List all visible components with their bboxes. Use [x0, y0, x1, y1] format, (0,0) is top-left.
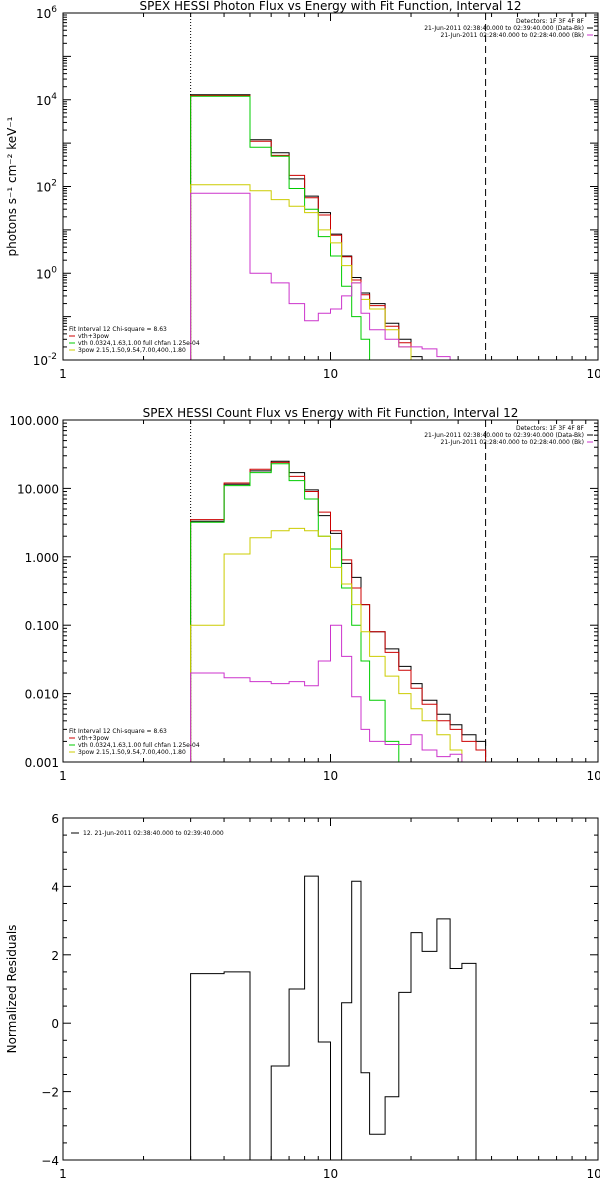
- y-tick-label: 2: [51, 949, 59, 963]
- chart-title: SPEX HESSI Photon Flux vs Energy with Fi…: [140, 0, 522, 13]
- residuals-panel: Normalized Residuals 1 10 100 −4 −2 0 2 4 6 12. 21…: [5, 812, 600, 1181]
- y-tick-label: 0.001: [25, 756, 59, 770]
- x-tick-label: 100: [587, 1167, 600, 1181]
- y-tick-label: −4: [41, 1154, 59, 1168]
- plot-frame: [62, 12, 599, 361]
- series-group: [190, 460, 487, 762]
- x-tick-label: 1: [59, 367, 67, 381]
- y-tick-label: 0.010: [25, 688, 59, 702]
- y-tick-exponent: 0: [51, 265, 57, 275]
- legend-entry: Fit Interval 12 Chi-square = 8.63: [69, 728, 167, 735]
- series-line: [190, 875, 477, 1160]
- y-tick-base: 10: [36, 267, 51, 281]
- y-tick-base: 10: [36, 7, 51, 21]
- x-tick-label: 1: [59, 769, 67, 783]
- legend-entry: 3pow 2.15,1.50,9.54,7.00,400.,1.80: [78, 347, 186, 354]
- series-group: [190, 94, 463, 360]
- count-flux-panel: SPEX HESSI Count Flux vs Energy with Fit…: [9, 406, 600, 783]
- legend-entry: 21-Jun-2011 02:28:40.000 to 02:28:40.000…: [441, 32, 584, 39]
- y-tick-label: 6: [51, 812, 59, 826]
- y-tick-label: 100.000: [9, 414, 59, 428]
- y-tick-label: 0: [51, 1017, 59, 1031]
- legend-entry: vth+3pow: [78, 333, 109, 340]
- legend-entry: Detectors: 1F 3F 4F 8F: [516, 425, 585, 432]
- legend-entry: 3pow 2.15,1.50,9.54,7.00,400.,1.80: [78, 749, 186, 756]
- y-tick-label: 104: [36, 92, 57, 108]
- chart-title: SPEX HESSI Count Flux vs Energy with Fit…: [143, 406, 519, 420]
- y-tick-exponent: -2: [48, 352, 57, 362]
- y-tick-base: 10: [33, 354, 48, 368]
- series-line: [190, 192, 463, 360]
- series-line: [190, 463, 400, 762]
- x-tick-label: 100: [587, 367, 600, 381]
- legend-entry: 21-Jun-2011 02:28:40.000 to 02:28:40.000…: [441, 439, 584, 446]
- legend-entry: vth 0.0324,1.63,1.00 full chfan 1.25e-04: [78, 742, 200, 749]
- y-tick-label: 4: [51, 880, 59, 894]
- y-tick-exponent: 2: [51, 179, 57, 189]
- y-tick-label: 1.000: [25, 551, 59, 565]
- y-tick-label: 102: [36, 179, 57, 195]
- y-tick-exponent: 6: [51, 5, 57, 15]
- legend-entry: vth 0.0324,1.63,1.00 full chfan 1.25e-04: [78, 340, 200, 347]
- series-line: [190, 624, 463, 762]
- legend-entry: vth+3pow: [78, 735, 109, 742]
- y-tick-label: −2: [41, 1086, 59, 1100]
- series-line: [190, 527, 463, 762]
- y-tick-label: 100: [36, 265, 57, 281]
- y-tick-exponent: 4: [51, 92, 57, 102]
- x-tick-label: 10: [323, 1167, 338, 1181]
- y-axis-label: photons s⁻¹ cm⁻² keV⁻¹: [5, 116, 19, 256]
- y-tick-label: 0.100: [25, 619, 59, 633]
- y-tick-base: 10: [36, 94, 51, 108]
- legend-entry: 21-Jun-2011 02:38:40.000 to 02:39:40.000…: [424, 25, 584, 32]
- x-tick-label: 10: [323, 367, 338, 381]
- y-tick-base: 10: [36, 181, 51, 195]
- x-tick-label: 1: [59, 1167, 67, 1181]
- legend-entry: Detectors: 1F 3F 4F 8F: [516, 18, 585, 25]
- x-tick-label: 10: [323, 769, 338, 783]
- series-line: [190, 95, 386, 360]
- x-tick-label: 100: [587, 769, 600, 783]
- legend-entry: 21-Jun-2011 02:38:40.000 to 02:39:40.000…: [424, 432, 584, 439]
- photon-flux-panel: SPEX HESSI Photon Flux vs Energy with Fi…: [5, 0, 600, 381]
- y-tick-label: 10-2: [33, 352, 57, 368]
- y-tick-label: 106: [36, 5, 57, 21]
- legend-entry: 12. 21-Jun-2011 02:38:40.000 to 02:39:40…: [83, 830, 224, 837]
- y-axis-label: Normalized Residuals: [5, 925, 19, 1054]
- y-tick-label: 10.000: [17, 482, 59, 496]
- plot-frame: [62, 419, 599, 763]
- plot-frame: [62, 817, 599, 1161]
- legend-entry: Fit Interval 12 Chi-square = 8.63: [69, 326, 167, 333]
- series-group: [190, 875, 477, 1160]
